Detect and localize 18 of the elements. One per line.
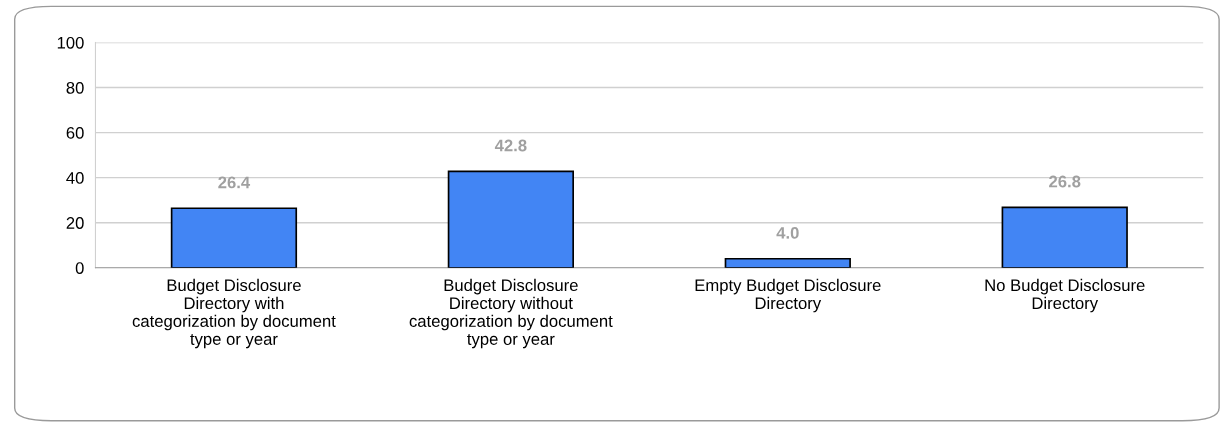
y-tick-label: 40 <box>66 172 84 184</box>
y-tick-label: 0 <box>75 262 84 274</box>
x-tick-label: No Budget Disclosure Directory <box>985 278 1145 313</box>
y-tick-label: 100 <box>57 36 84 49</box>
data-label: 26.8 <box>1049 175 1081 188</box>
y-tick-label: 20 <box>66 217 84 229</box>
bar <box>170 207 298 268</box>
x-tick-label: Budget Disclosure Directory with categorization by document type or year <box>132 278 336 349</box>
y-tick-label: 60 <box>66 127 84 139</box>
bar <box>724 257 851 268</box>
x-tick-label: Empty Budget Disclosure Directory <box>695 278 881 313</box>
x-tick-label: Budget Disclosure Directory without categorization by document type or year <box>409 278 613 349</box>
bar <box>447 170 575 268</box>
y-tick-label: 80 <box>66 81 84 94</box>
bar <box>1001 206 1128 268</box>
data-label: 26.4 <box>218 176 251 189</box>
data-label: 4.0 <box>776 226 799 239</box>
data-label: 42.8 <box>494 139 527 152</box>
